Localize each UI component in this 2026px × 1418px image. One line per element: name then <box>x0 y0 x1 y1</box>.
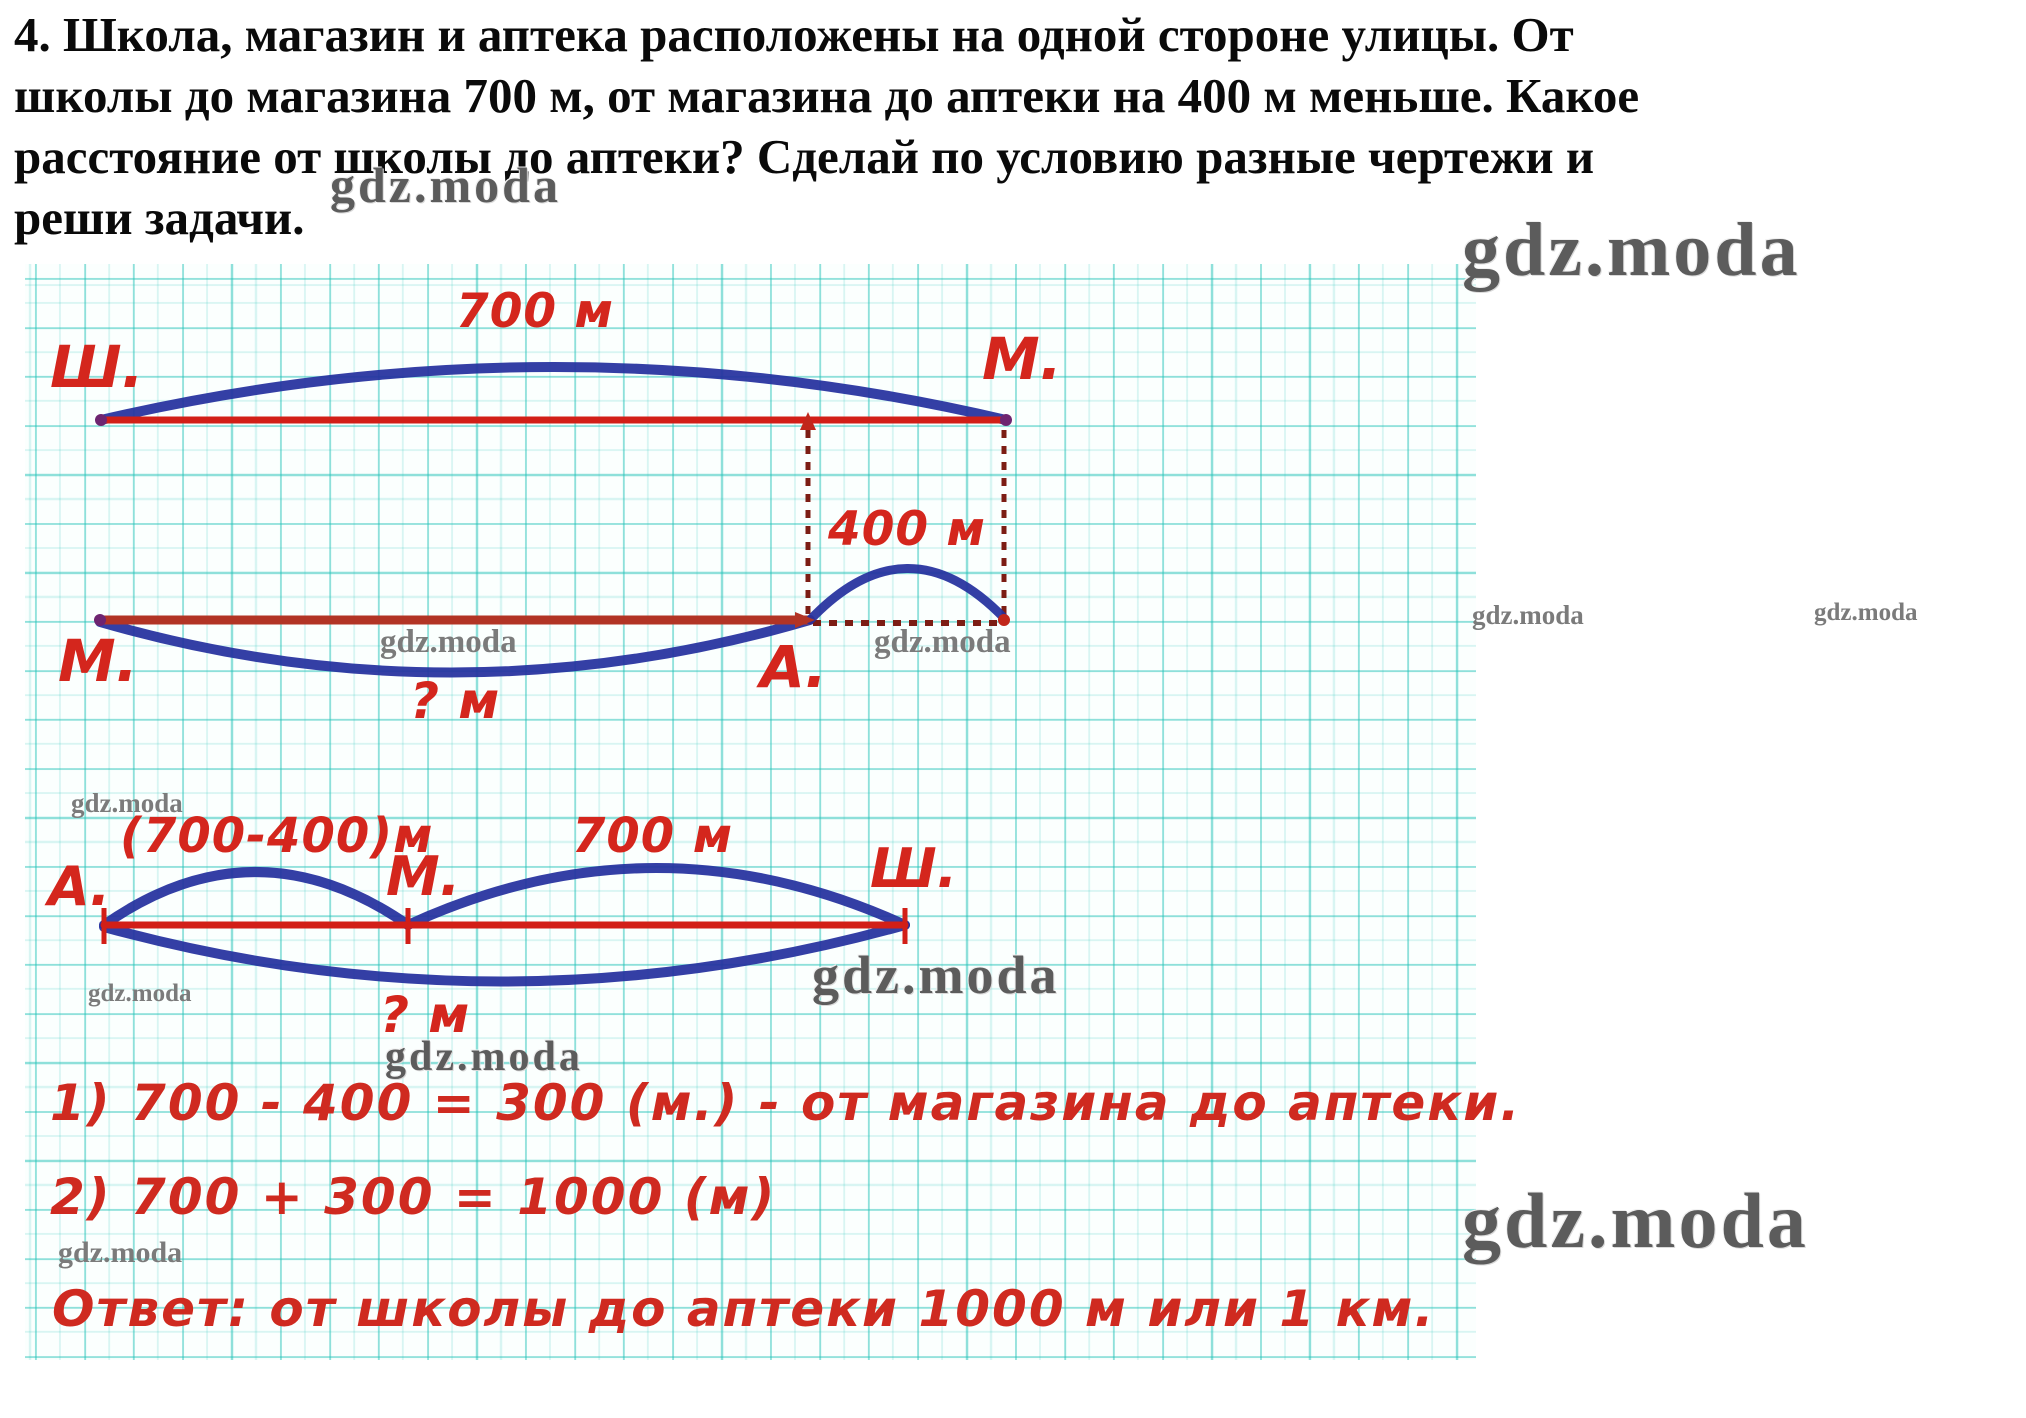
diagram3-point-shop-label: М. <box>386 845 461 908</box>
diagram1-offset-distance-label: 400 м <box>828 502 986 557</box>
watermark-margin-left: gdz.moda <box>1472 600 1584 630</box>
diagram3-segment1-label: (700-400)м <box>120 808 434 864</box>
diagram2-arc-below <box>95 615 815 678</box>
diagram2-left-dot <box>94 614 106 626</box>
diagram3-arc-below <box>99 920 910 987</box>
watermark-diagram3-center: gdz.moda <box>385 1034 583 1080</box>
watermark-diagram3-right: gdz.moda <box>812 945 1060 1005</box>
diagram1-distance-label: 700 м <box>456 284 614 339</box>
watermark-diagram2-right: gdz.moda <box>874 624 1011 660</box>
diagram2-point-shop-label: М. <box>58 627 138 695</box>
problem-line-1: 4. Школа, магазин и аптека расположены н… <box>14 7 1574 62</box>
dotted-line-arrowhead <box>800 412 816 430</box>
watermark-left-small: gdz.moda <box>71 788 183 818</box>
diagram1-arc <box>96 362 1011 425</box>
problem-line-4: реши задачи. <box>14 190 305 245</box>
watermark-top-right: gdz.moda <box>1462 208 1801 292</box>
watermark-diagram3-left: gdz.moda <box>88 980 192 1007</box>
diagram3-hump-A-M <box>99 867 413 930</box>
watermark-after-problem: gdz.moda <box>330 157 561 213</box>
diagram1-point-school-label: Ш. <box>50 333 144 401</box>
diagram3-point-school-label: Ш. <box>870 837 958 900</box>
watermark-diagram2-center: gdz.moda <box>380 624 517 660</box>
diagram3-point-pharmacy-label: А. <box>48 855 111 918</box>
watermark-margin-right: gdz.moda <box>1814 599 1918 626</box>
graph-paper <box>25 264 1476 1360</box>
diagram3-question-label: ? м <box>380 986 471 1044</box>
solution-step-2: 2) 700 + 300 = 1000 (м) <box>50 1168 777 1226</box>
watermark-bottom-right: gdz.moda <box>1462 1177 1809 1264</box>
problem-line-2: школы до магазина 700 м, от магазина до … <box>14 68 1640 123</box>
problem-line-3: расстояние от школы до аптеки? Сделай по… <box>14 129 1595 184</box>
diagram2-point-pharmacy-label: А. <box>760 633 827 701</box>
watermark-solution-small: gdz.moda <box>58 1236 183 1269</box>
diagram-canvas <box>94 362 1012 987</box>
diagram1-point-shop-label: М. <box>982 325 1062 393</box>
diagram2-question-label: ? м <box>410 672 501 730</box>
solution-step-1: 1) 700 - 400 = 300 (м.) - от магазина до… <box>50 1074 1522 1132</box>
diagram3-hump-M-Sh <box>403 863 910 930</box>
diagram2-hump-400m <box>805 564 1009 625</box>
problem-statement: 4. Школа, магазин и аптека расположены н… <box>14 4 2014 248</box>
diagram1-left-dot <box>95 414 107 426</box>
diagram3-segment2-label: 700 м <box>572 808 734 864</box>
diagram2-right-dot <box>998 614 1010 626</box>
diagram2-arrowhead <box>795 612 815 628</box>
solution-answer: Ответ: от школы до аптеки 1000 м или 1 к… <box>52 1280 1436 1338</box>
diagram1-right-dot <box>1000 414 1012 426</box>
